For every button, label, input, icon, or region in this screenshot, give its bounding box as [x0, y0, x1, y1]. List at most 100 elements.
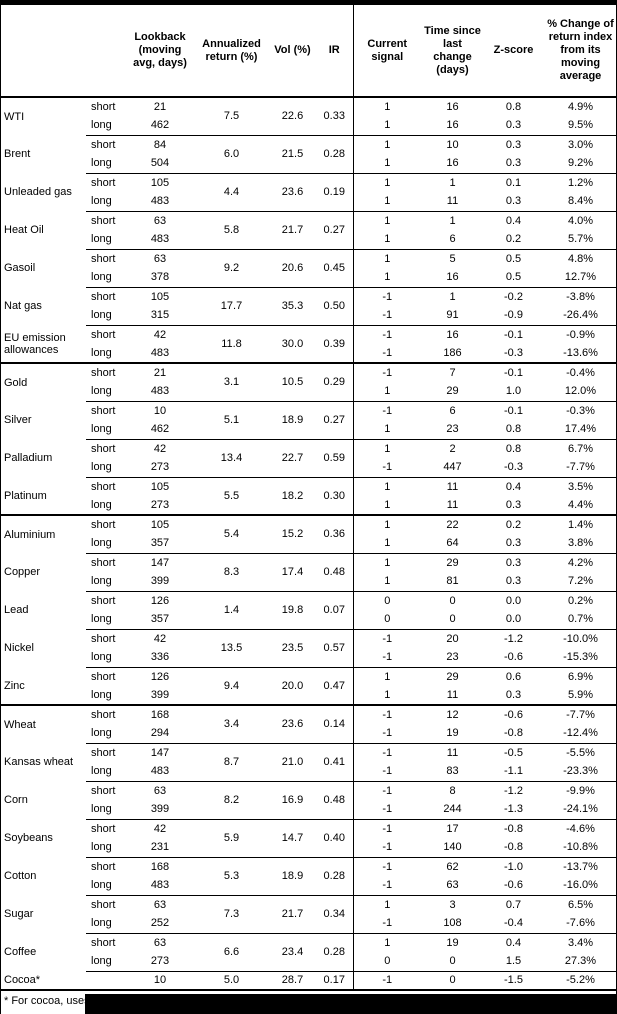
- current-signal-cell: -1: [352, 628, 421, 648]
- z-score-cell: 0.4: [484, 210, 543, 230]
- lookback-cell: 483: [126, 762, 194, 781]
- vol-cell: 20.6: [269, 248, 316, 287]
- current-signal-cell: -1: [352, 286, 421, 306]
- annualized-return-cell: 5.4: [194, 514, 269, 553]
- z-score-cell: 0.2: [484, 514, 543, 534]
- header-side: [86, 5, 126, 98]
- current-signal-cell: -1: [352, 970, 421, 991]
- current-signal-cell: -1: [352, 400, 421, 420]
- side-cell: long: [86, 344, 126, 363]
- signals-table: Lookback (moving avg, days) Annualized r…: [1, 5, 616, 991]
- annualized-return-cell: 4.4: [194, 172, 269, 211]
- vol-cell: 18.2: [269, 476, 316, 515]
- current-signal-cell: 1: [352, 248, 421, 268]
- pct-change-cell: 7.2%: [543, 572, 616, 591]
- side-cell: short: [86, 286, 126, 306]
- top-black-bar: [1, 0, 616, 5]
- commodity-name: Platinum: [1, 477, 86, 515]
- lookback-cell: 168: [126, 704, 194, 724]
- z-score-cell: -1.2: [484, 628, 543, 648]
- side-cell: short: [86, 134, 126, 154]
- vol-cell: 23.6: [269, 704, 316, 743]
- table-row: long 378 1 16 0.5 12.7%: [1, 268, 616, 287]
- vol-cell: 10.5: [269, 362, 316, 401]
- table-row: Platinum short 105 5.5 18.2 0.30 1 11 0.4 3.5%: [1, 476, 616, 515]
- table-row: long 336 -1 23 -0.6 -15.3%: [1, 648, 616, 667]
- time-since-cell: 6: [421, 230, 484, 249]
- side-cell: long: [86, 876, 126, 895]
- pct-change-cell: -9.9%: [543, 780, 616, 800]
- time-since-cell: 3: [421, 894, 484, 914]
- z-score-cell: 0.0: [484, 590, 543, 610]
- current-signal-cell: 1: [352, 382, 421, 401]
- pct-change-cell: -13.7%: [543, 856, 616, 876]
- current-signal-cell: 1: [352, 666, 421, 686]
- pct-change-cell: 0.7%: [543, 610, 616, 629]
- lookback-cell: 231: [126, 838, 194, 857]
- side-cell: long: [86, 800, 126, 819]
- commodity-name: Nickel: [1, 629, 86, 667]
- lookback-cell: 10: [126, 970, 194, 991]
- time-since-cell: 0: [421, 970, 484, 991]
- lookback-cell: 168: [126, 856, 194, 876]
- ir-cell: 0.57: [316, 628, 353, 667]
- side-cell: long: [86, 458, 126, 477]
- side-cell: short: [86, 704, 126, 724]
- table-row: long 462 1 23 0.8 17.4%: [1, 420, 616, 439]
- lookback-cell: 462: [126, 420, 194, 439]
- current-signal-cell: 1: [352, 420, 421, 439]
- table-row: Soybeans short 42 5.9 14.7 0.40 -1 17 -0.8 -4.6%: [1, 818, 616, 857]
- pct-change-cell: -7.7%: [543, 458, 616, 477]
- current-signal-cell: -1: [352, 458, 421, 477]
- current-signal-cell: 1: [352, 932, 421, 952]
- current-signal-cell: 0: [352, 610, 421, 629]
- lookback-cell: 462: [126, 116, 194, 135]
- commodity-name: Aluminium: [1, 514, 86, 553]
- pct-change-cell: 3.0%: [543, 134, 616, 154]
- z-score-cell: -1.5: [484, 970, 543, 991]
- side-cell: long: [86, 686, 126, 705]
- ir-cell: 0.45: [316, 248, 353, 287]
- lookback-cell: 21: [126, 362, 194, 382]
- ir-cell: 0.33: [316, 97, 353, 135]
- table-row: long 231 -1 140 -0.8 -10.8%: [1, 838, 616, 857]
- side-cell: short: [86, 400, 126, 420]
- annualized-return-cell: 7.5: [194, 97, 269, 135]
- table-row: Gasoil short 63 9.2 20.6 0.45 1 5 0.5 4.8%: [1, 248, 616, 287]
- table-row: Sugar short 63 7.3 21.7 0.34 1 3 0.7 6.5%: [1, 894, 616, 933]
- side-cell: short: [86, 97, 126, 116]
- time-since-cell: 17: [421, 818, 484, 838]
- pct-change-cell: -4.6%: [543, 818, 616, 838]
- side-cell: long: [86, 534, 126, 553]
- table-row: Heat Oil short 63 5.8 21.7 0.27 1 1 0.4 4.0%: [1, 210, 616, 249]
- current-signal-cell: -1: [352, 818, 421, 838]
- commodity-name: Kansas wheat: [1, 743, 86, 781]
- time-since-cell: 16: [421, 324, 484, 344]
- time-since-cell: 140: [421, 838, 484, 857]
- current-signal-cell: 1: [352, 476, 421, 496]
- z-score-cell: -0.1: [484, 400, 543, 420]
- time-since-cell: 1: [421, 286, 484, 306]
- lookback-cell: 84: [126, 134, 194, 154]
- side-cell: long: [86, 952, 126, 971]
- current-signal-cell: 1: [352, 894, 421, 914]
- vol-cell: 21.0: [269, 742, 316, 781]
- z-score-cell: 0.5: [484, 268, 543, 287]
- time-since-cell: 0: [421, 952, 484, 971]
- table-row: long 483 -1 83 -1.1 -23.3%: [1, 762, 616, 781]
- vol-cell: 21.7: [269, 894, 316, 933]
- footer: * For cocoa, uses: [1, 991, 616, 1014]
- side-cell: short: [86, 856, 126, 876]
- time-since-cell: 11: [421, 476, 484, 496]
- time-since-cell: 6: [421, 400, 484, 420]
- table-body: WTI short 21 7.5 22.6 0.33 1 16 0.8 4.9% long 462 1 1…: [1, 97, 616, 991]
- current-signal-cell: 1: [352, 116, 421, 135]
- z-score-cell: 0.7: [484, 894, 543, 914]
- z-score-cell: -0.8: [484, 838, 543, 857]
- side-cell: long: [86, 192, 126, 211]
- table-row: Cotton short 168 5.3 18.9 0.28 -1 62 -1.0 -13.7%: [1, 856, 616, 895]
- time-since-cell: 62: [421, 856, 484, 876]
- time-since-cell: 20: [421, 628, 484, 648]
- ir-cell: 0.14: [316, 704, 353, 743]
- side-cell: long: [86, 914, 126, 933]
